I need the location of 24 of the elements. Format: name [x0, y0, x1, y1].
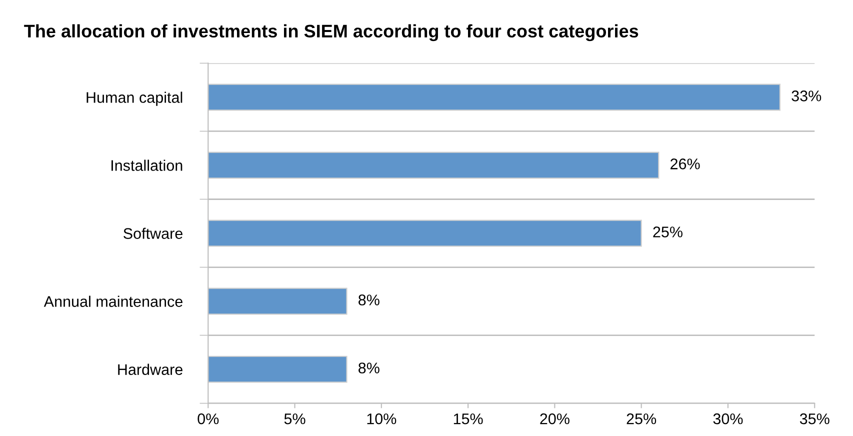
x-tick-label: 15% [454, 413, 483, 424]
bar [208, 356, 348, 383]
x-tick-label: 25% [626, 413, 656, 424]
x-tick-label: 10% [367, 413, 396, 424]
bar [208, 288, 348, 315]
bar [208, 220, 642, 247]
data-label: 8% [358, 362, 380, 374]
y-tick-label: Hardware [118, 364, 182, 375]
data-label: 26% [670, 158, 700, 170]
x-tick-label: 0% [198, 413, 219, 424]
y-tick-label: Human capital [86, 92, 182, 106]
bar [208, 84, 781, 111]
x-tick-label: 35% [800, 413, 830, 424]
chart-title: The allocation of investments in SIEM according to four cost categories [24, 24, 638, 42]
bar [208, 152, 660, 179]
x-tick-label: 30% [713, 413, 743, 424]
data-label: 25% [653, 226, 682, 238]
data-label: 33% [792, 90, 822, 102]
y-tick-label: Annual maintenance [44, 296, 182, 307]
y-tick-label: Software [124, 228, 182, 239]
x-tick-label: 5% [284, 413, 306, 424]
data-label: 8% [358, 294, 380, 306]
y-tick-label: Installation [112, 160, 182, 171]
x-tick-label: 20% [540, 413, 570, 424]
